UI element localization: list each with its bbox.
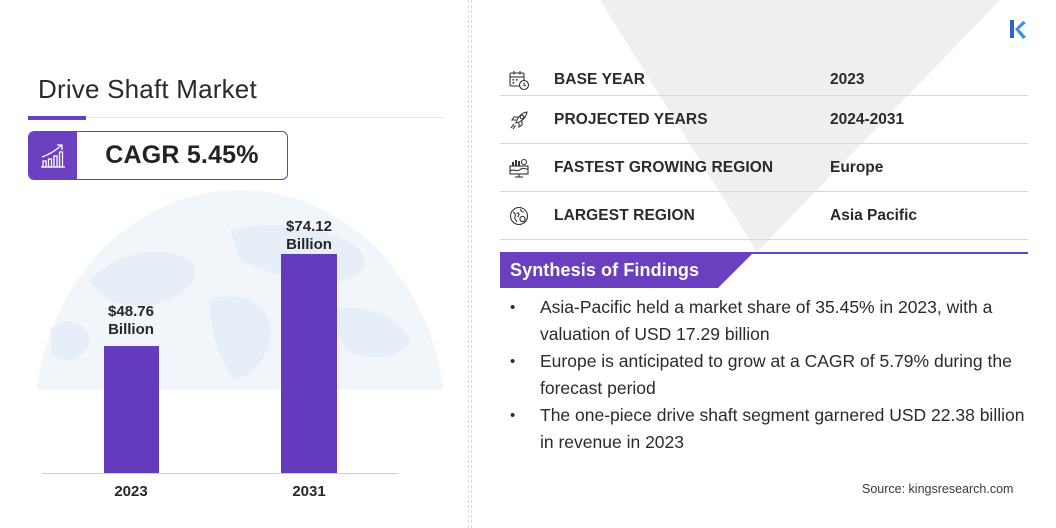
market-info-table: BASE YEAR 2023 PROJECTED YEARS 2024-2031… [500, 64, 1028, 240]
info-row-base-year: BASE YEAR 2023 [500, 64, 1028, 96]
info-row-projected-years: PROJECTED YEARS 2024-2031 [500, 96, 1028, 144]
info-row-largest-region: LARGEST REGION Asia Pacific [500, 192, 1028, 240]
info-label: PROJECTED YEARS [554, 110, 708, 128]
bar-2023 [104, 346, 159, 473]
bar-value-label-2031: $74.12 Billion [259, 218, 359, 254]
info-value: Asia Pacific [830, 206, 918, 224]
x-axis-line [42, 473, 399, 474]
bullet-icon: • [510, 407, 516, 424]
info-label: LARGEST REGION [554, 206, 695, 224]
info-value: 2024-2031 [830, 110, 905, 128]
bullet-icon: • [510, 353, 516, 370]
cagr-icon-container [29, 132, 77, 179]
finding-text: Europe is anticipated to grow at a CAGR … [540, 351, 1012, 398]
kings-research-logo-icon [1010, 20, 1026, 39]
finding-item: • The one-piece drive shaft segment garn… [510, 402, 1030, 456]
synthesis-header-banner [500, 254, 752, 288]
finding-item: • Europe is anticipated to grow at a CAG… [510, 348, 1030, 402]
info-label: BASE YEAR [554, 70, 646, 88]
title-accent-bar [28, 116, 86, 120]
bar-value-unit: Billion [108, 321, 154, 338]
bar-chart: $48.76 Billion $74.12 Billion 2023 2031 [0, 0, 460, 528]
vertical-divider [468, 0, 472, 528]
synthesis-header: Synthesis of Findings [500, 254, 752, 288]
bar-value-amount: $74.12 [286, 218, 332, 235]
source-link[interactable]: Source: kingsresearch.com [862, 482, 1014, 496]
calendar-clock-icon [509, 70, 530, 90]
finding-text: Asia-Pacific held a market share of 35.4… [540, 297, 993, 344]
x-axis-label-2023: 2023 [114, 483, 148, 500]
bar-value-label-2023: $48.76 Billion [81, 303, 181, 339]
synthesis-rule [500, 252, 1028, 254]
growing-region-icon [509, 158, 529, 178]
info-value: 2023 [830, 70, 865, 88]
synthesis-title: Synthesis of Findings [510, 260, 700, 280]
finding-item: • Asia-Pacific held a market share of 35… [510, 294, 1030, 348]
x-axis-label-2031: 2031 [292, 483, 326, 500]
bar-2031 [281, 254, 337, 473]
bar-value-amount: $48.76 [108, 303, 154, 320]
info-value: Europe [830, 158, 884, 176]
growth-chart-icon [41, 143, 65, 168]
info-row-fastest-growing-region: FASTEST GROWING REGION Europe [500, 144, 1028, 192]
cagr-value: CAGR 5.45% [105, 141, 259, 169]
chart-title: Drive Shaft Market [38, 74, 257, 104]
rocket-icon [510, 110, 528, 129]
globe-pin-icon [509, 206, 529, 225]
info-label: FASTEST GROWING REGION [554, 158, 774, 176]
findings-list: • Asia-Pacific held a market share of 35… [510, 294, 1030, 456]
bar-value-unit: Billion [286, 236, 332, 253]
cagr-badge: CAGR 5.45% [28, 131, 288, 180]
title-underline [28, 117, 443, 118]
finding-text: The one-piece drive shaft segment garner… [540, 405, 1025, 452]
bullet-icon: • [510, 299, 516, 316]
